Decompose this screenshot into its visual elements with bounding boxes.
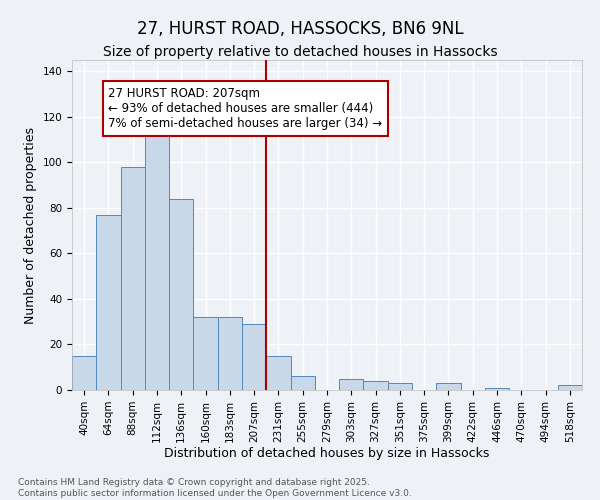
Text: 27, HURST ROAD, HASSOCKS, BN6 9NL: 27, HURST ROAD, HASSOCKS, BN6 9NL — [137, 20, 463, 38]
Bar — [436, 383, 461, 390]
Bar — [558, 386, 582, 390]
Bar — [485, 388, 509, 390]
Bar — [388, 383, 412, 390]
Bar — [72, 356, 96, 390]
Y-axis label: Number of detached properties: Number of detached properties — [24, 126, 37, 324]
Bar — [364, 381, 388, 390]
Bar — [290, 376, 315, 390]
Text: 27 HURST ROAD: 207sqm
← 93% of detached houses are smaller (444)
7% of semi-deta: 27 HURST ROAD: 207sqm ← 93% of detached … — [109, 88, 383, 130]
Text: Size of property relative to detached houses in Hassocks: Size of property relative to detached ho… — [103, 45, 497, 59]
Bar — [169, 199, 193, 390]
X-axis label: Distribution of detached houses by size in Hassocks: Distribution of detached houses by size … — [164, 448, 490, 460]
Text: Contains HM Land Registry data © Crown copyright and database right 2025.
Contai: Contains HM Land Registry data © Crown c… — [18, 478, 412, 498]
Bar — [266, 356, 290, 390]
Bar — [242, 324, 266, 390]
Bar — [193, 317, 218, 390]
Bar — [145, 133, 169, 390]
Bar — [96, 215, 121, 390]
Bar — [339, 378, 364, 390]
Bar — [121, 167, 145, 390]
Bar — [218, 317, 242, 390]
